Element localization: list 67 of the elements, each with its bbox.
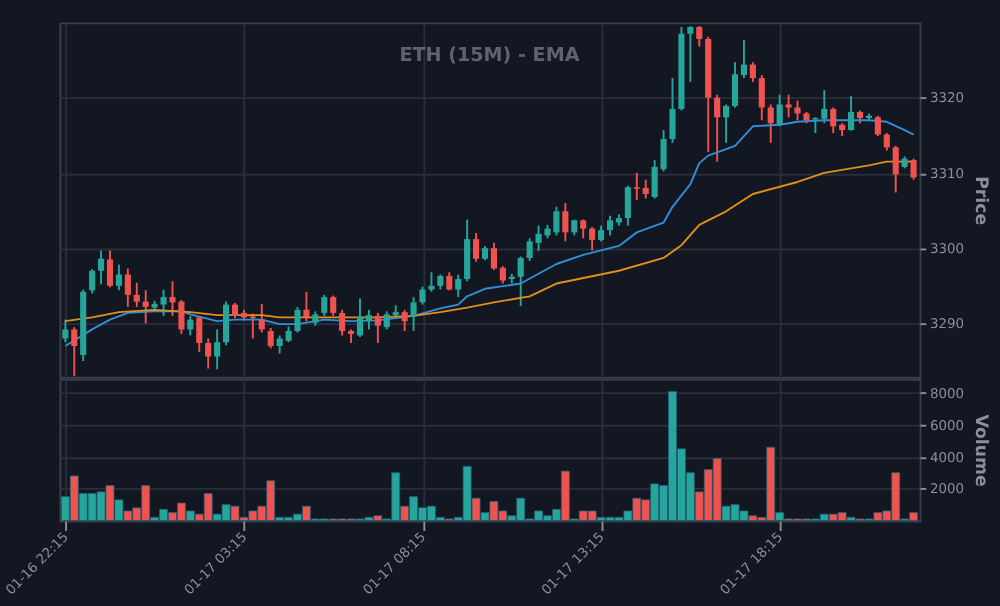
candlestick xyxy=(776,93,783,128)
candlestick xyxy=(624,184,631,227)
candlestick xyxy=(669,77,676,144)
candlestick xyxy=(160,288,167,317)
candlestick xyxy=(106,249,114,289)
bar xyxy=(69,475,79,521)
candlestick xyxy=(714,93,721,163)
candlestick xyxy=(696,25,703,48)
bar xyxy=(819,513,829,521)
candlestick xyxy=(687,25,694,83)
text: ETH (15M) - EMA xyxy=(399,44,581,67)
candlestick xyxy=(767,103,774,144)
candlestick xyxy=(321,293,328,317)
candlestick xyxy=(187,314,194,337)
candlestick xyxy=(214,328,221,371)
candlestick xyxy=(758,74,765,122)
candlestick xyxy=(71,326,78,378)
candlestick xyxy=(258,302,265,334)
candlestick xyxy=(169,280,176,317)
candlestick xyxy=(294,305,301,334)
candlestick xyxy=(517,255,524,308)
candlestick xyxy=(562,202,569,243)
candlestick xyxy=(142,289,149,325)
candlestick xyxy=(785,93,792,119)
candlestick xyxy=(589,226,596,252)
y-axis-title: Volume xyxy=(969,414,990,487)
candlestick xyxy=(89,268,96,295)
candlestick xyxy=(830,106,837,134)
candlestick xyxy=(892,144,899,194)
candlestick xyxy=(642,178,649,200)
candlestick xyxy=(410,296,417,332)
candlestick xyxy=(374,311,381,344)
candlestick xyxy=(749,61,756,83)
candlestick xyxy=(490,241,497,271)
candlestick xyxy=(62,318,69,344)
candlestick xyxy=(97,249,105,286)
candlestick xyxy=(196,314,203,353)
bar xyxy=(203,493,213,521)
candlestick xyxy=(723,103,730,144)
candlestick xyxy=(356,297,364,338)
y-axis-title: Price xyxy=(969,176,990,226)
candlestick xyxy=(124,267,131,308)
candlestick xyxy=(133,281,140,308)
bar xyxy=(87,493,97,521)
candlestick xyxy=(848,95,855,132)
candlestick xyxy=(339,308,346,337)
candlestick xyxy=(223,300,230,347)
candlestick xyxy=(606,214,614,237)
candlestick xyxy=(731,61,739,109)
candlestick xyxy=(910,157,917,181)
candlestick xyxy=(419,285,426,306)
candlestick xyxy=(115,263,122,292)
candlestick xyxy=(874,114,881,138)
candlestick xyxy=(178,299,185,335)
candlestick xyxy=(455,273,462,299)
candlestick xyxy=(794,99,801,122)
candlestick xyxy=(401,308,408,332)
candlestick xyxy=(330,294,337,317)
candlestick xyxy=(267,326,274,350)
candlestick xyxy=(365,308,372,331)
bar xyxy=(712,458,722,521)
candlestick xyxy=(205,337,212,370)
candlestick xyxy=(428,271,435,293)
bar xyxy=(587,510,597,521)
candlestick xyxy=(464,218,471,283)
candlestick xyxy=(473,232,480,263)
candlestick xyxy=(303,290,310,323)
